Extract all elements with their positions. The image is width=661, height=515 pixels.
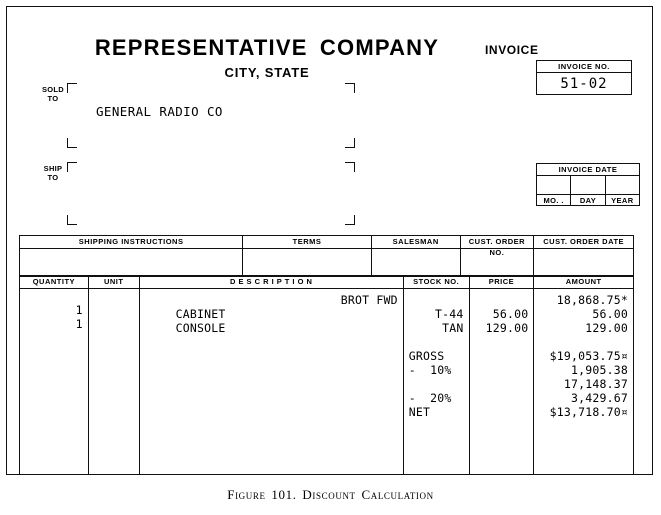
field-shipping-instructions[interactable] — [20, 249, 244, 276]
field-terms[interactable] — [243, 249, 372, 276]
stock-values: T-44 TAN — [435, 307, 464, 335]
field-salesman[interactable] — [372, 249, 461, 276]
amount-values: 18,868.75* 56.00 129.00 — [556, 293, 629, 335]
invoice-date-year-label: YEAR — [611, 196, 634, 205]
sold-to-corner-bottom-right — [345, 138, 355, 148]
line-items-body-row: 1 1 BROT FWD CABINET CONSOLE T-44 TAN GR… — [20, 289, 633, 475]
invoice-number-value[interactable]: 51-02 — [560, 76, 608, 92]
shipping-info-value-row — [20, 249, 633, 277]
invoice-heading: INVOICE — [485, 43, 539, 57]
header-cust-order-date: CUST. ORDER DATE — [543, 237, 625, 246]
sold-to-corner-top-left — [67, 83, 77, 93]
invoice-date-year-field[interactable] — [606, 176, 639, 194]
sold-to-label-line2: TO — [47, 93, 59, 103]
invoice-date-month-field[interactable] — [537, 176, 572, 194]
description-brought-forward: BROT FWD — [340, 293, 398, 307]
discount-amounts: $19,053.75¤ 1,905.38 17,148.37 3,429.67 … — [549, 349, 629, 419]
cell-description[interactable]: BROT FWD CABINET CONSOLE — [140, 289, 404, 475]
quantity-values: 1 1 — [75, 303, 83, 331]
unit-values — [89, 289, 139, 293]
ship-to-corner-bottom-left — [67, 215, 77, 225]
invoice-number-header: INVOICE NO. — [537, 61, 631, 73]
ship-to-corner-top-left — [67, 162, 77, 172]
header-shipping-instructions: SHIPPING INSTRUCTIONS — [20, 236, 244, 248]
company-city: CITY, STATE — [224, 65, 310, 80]
company-name: REPRESENTATIVE COMPANY — [94, 35, 440, 60]
invoice-date-labels: MO. . DAY YEAR — [537, 194, 639, 206]
header-description: D E S C R I P T I O N — [140, 276, 404, 288]
ship-to-label: SHIP TO — [40, 164, 66, 182]
field-cust-order-no[interactable] — [461, 249, 535, 276]
invoice-date-box: INVOICE DATE MO. . DAY YEAR — [536, 163, 640, 206]
sold-to-name[interactable]: GENERAL RADIO CO — [96, 104, 223, 119]
ship-to-label-line2: TO — [47, 172, 59, 182]
cell-stock-no[interactable]: T-44 TAN GROSS - 10% - 20% NET — [404, 289, 470, 475]
header-price: PRICE — [470, 276, 535, 288]
cell-amount[interactable]: 18,868.75* 56.00 129.00 $19,053.75¤ 1,90… — [534, 289, 633, 475]
header-amount: AMOUNT — [565, 277, 602, 286]
ship-to-label-line1: SHIP — [43, 164, 63, 173]
figure-caption: Figure 101. Discount Calculation — [227, 487, 434, 502]
header-quantity: QUANTITY — [20, 276, 89, 288]
sold-to-label: SOLD TO — [40, 85, 66, 103]
invoice-date-day-label: DAY — [571, 195, 606, 206]
cell-quantity[interactable]: 1 1 — [20, 289, 89, 475]
invoice-date-day-field[interactable] — [571, 176, 606, 194]
line-items-table: QUANTITY UNIT D E S C R I P T I O N STOC… — [19, 275, 634, 475]
sold-to-label-line1: SOLD — [41, 85, 65, 94]
invoice-date-header: INVOICE DATE — [537, 164, 639, 176]
shipping-info-header-row: SHIPPING INSTRUCTIONS TERMS SALESMAN CUS… — [20, 236, 633, 257]
shipping-info-table: SHIPPING INSTRUCTIONS TERMS SALESMAN CUS… — [19, 235, 634, 277]
header-unit: UNIT — [89, 276, 140, 288]
header-salesman: SALESMAN — [372, 236, 461, 248]
header-cust-order-no: CUST. ORDER NO. — [461, 236, 535, 257]
invoice-date-fields — [537, 176, 639, 194]
cell-price[interactable]: 56.00 129.00 — [470, 289, 535, 475]
sold-to-corner-top-right — [345, 83, 355, 93]
sold-to-corner-bottom-left — [67, 138, 77, 148]
ship-to-corner-top-right — [345, 162, 355, 172]
invoice-number-box: INVOICE NO. 51-02 — [536, 60, 632, 95]
discount-labels: GROSS - 10% - 20% NET — [408, 349, 452, 419]
ship-to-corner-bottom-right — [345, 215, 355, 225]
cell-unit[interactable] — [89, 289, 140, 475]
invoice-date-month-label: MO. . — [537, 195, 572, 206]
invoice-form: REPRESENTATIVE COMPANY CITY, STATE INVOI… — [6, 6, 653, 475]
header-stock-no: STOCK NO. — [404, 276, 470, 288]
header-terms: TERMS — [243, 236, 372, 248]
field-cust-order-date[interactable] — [534, 249, 633, 276]
line-items-header-row: QUANTITY UNIT D E S C R I P T I O N STOC… — [20, 276, 633, 289]
description-items: CABINET CONSOLE — [175, 307, 226, 335]
price-values: 56.00 129.00 — [485, 307, 529, 335]
